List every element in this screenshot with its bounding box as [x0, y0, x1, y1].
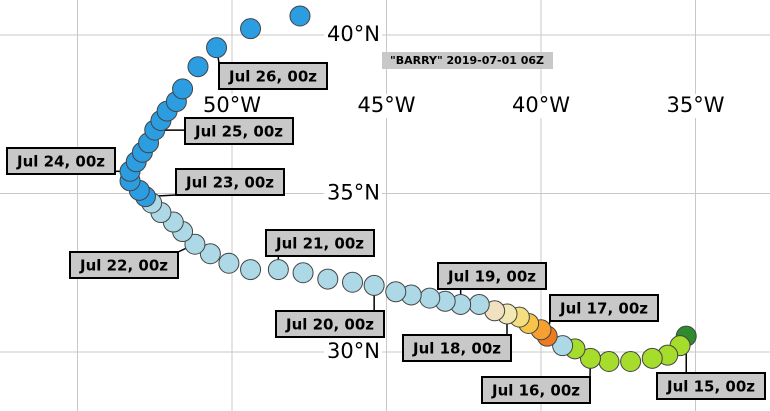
date-label: Jul 18, 00z [412, 340, 501, 358]
date-label: Jul 22, 00z [79, 257, 168, 275]
track-point [289, 5, 311, 27]
track-point [641, 347, 663, 369]
date-label: Jul 21, 00z [275, 235, 364, 253]
track-point [317, 268, 339, 290]
lon-label: 40°W [512, 93, 570, 117]
lon-label: 35°W [667, 93, 725, 117]
track-point [206, 37, 228, 59]
track-point [579, 347, 601, 369]
lon-label: 50°W [203, 93, 261, 117]
lat-label: 40°N [327, 22, 380, 46]
date-label-box [481, 376, 591, 404]
track-point [172, 78, 194, 100]
date-label-box [184, 117, 294, 145]
track-point [240, 18, 262, 40]
date-label-box [437, 262, 547, 290]
track-point [240, 259, 262, 281]
track-point [419, 287, 441, 309]
track-point [342, 271, 364, 293]
lat-label: 35°N [327, 181, 380, 205]
date-label: Jul 26, 00z [228, 68, 317, 86]
track-point [385, 281, 407, 303]
lon-label-bg [199, 94, 265, 118]
track-point [184, 233, 206, 255]
title: "BARRY" 2019-07-01 06Z [390, 54, 544, 67]
date-label-box [656, 372, 766, 400]
date-label: Jul 16, 00z [491, 382, 580, 400]
track-point [218, 252, 240, 274]
date-label: Jul 25, 00z [194, 123, 283, 141]
date-label-box [175, 168, 285, 196]
track-point [552, 335, 574, 357]
date-label-box [275, 310, 385, 338]
lon-label-bg [508, 94, 574, 118]
date-label-box [6, 147, 116, 175]
title-bg [382, 52, 553, 69]
track-point [620, 351, 642, 373]
lon-label-bg [353, 94, 420, 118]
track-point [187, 56, 209, 78]
date-label: Jul 15, 00z [666, 378, 755, 396]
date-label: Jul 20, 00z [285, 316, 374, 334]
lat-label-bg [324, 181, 382, 206]
lat-label-bg [324, 23, 382, 47]
track-point [598, 351, 620, 373]
date-label-box [265, 229, 375, 257]
date-label: Jul 24, 00z [16, 153, 105, 171]
lon-label: 45°W [358, 93, 416, 117]
date-label: Jul 17, 00z [559, 300, 648, 318]
lat-label-bg [324, 340, 382, 364]
track-point [363, 274, 385, 296]
date-label-box [69, 251, 179, 279]
date-label-box [402, 334, 512, 362]
track-point [292, 262, 314, 284]
track-point [199, 243, 221, 265]
date-label: Jul 19, 00z [447, 268, 536, 286]
lat-label: 30°N [327, 339, 380, 363]
lon-label-bg [662, 94, 729, 118]
track-point [267, 259, 289, 281]
track-point [468, 293, 490, 315]
date-label-box [549, 294, 659, 322]
date-label-box [218, 62, 328, 90]
date-label: Jul 23, 00z [185, 174, 274, 192]
